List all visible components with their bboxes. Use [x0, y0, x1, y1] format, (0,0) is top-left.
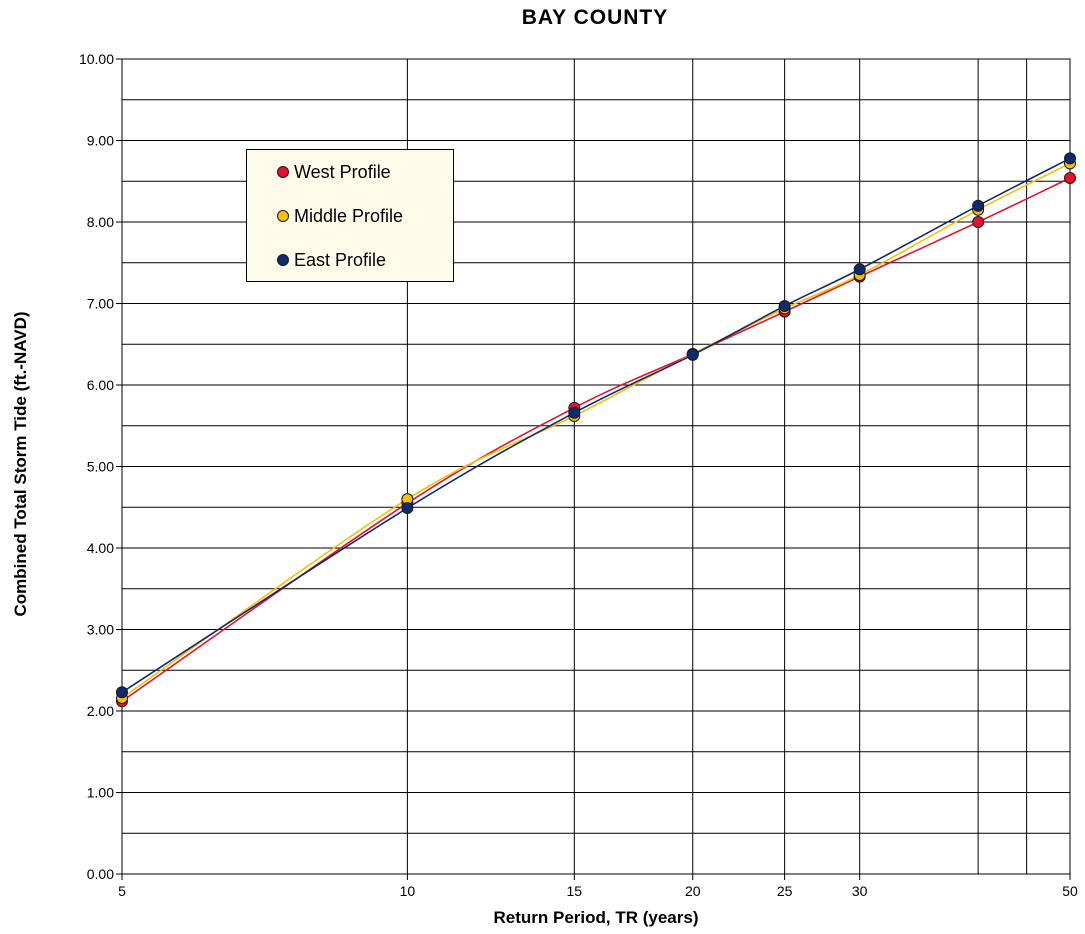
x-tick-label: 15 — [567, 883, 583, 899]
y-tick-label: 4.00 — [87, 540, 114, 556]
y-tick-label: 9.00 — [87, 133, 114, 149]
y-tick-label: 10.00 — [79, 51, 114, 67]
y-tick-label: 8.00 — [87, 214, 114, 230]
legend-label-middle: Middle Profile — [294, 206, 403, 227]
x-tick-label: 30 — [852, 883, 868, 899]
legend-marker-west — [277, 166, 289, 178]
data-point-west — [1065, 172, 1076, 183]
legend-label-west: West Profile — [294, 162, 391, 183]
legend-marker-east — [277, 254, 289, 266]
legend-item-west: West Profile — [277, 161, 391, 183]
legend-item-east: East Profile — [277, 249, 386, 271]
data-point-east — [779, 300, 790, 311]
legend-label-east: East Profile — [294, 250, 386, 271]
x-tick-label: 25 — [777, 883, 793, 899]
y-tick-label: 7.00 — [87, 296, 114, 312]
y-tick-label: 6.00 — [87, 377, 114, 393]
data-point-east — [687, 349, 698, 360]
y-axis-label: Combined Total Storm Tide (ft.-NAVD) — [11, 311, 30, 616]
axis-layer: 0.00 1.00 2.00 3.00 4.00 5.00 6.00 7.00 8.00 9.00… — [79, 51, 1078, 899]
legend-marker-middle — [277, 210, 289, 222]
y-tick-label: 1.00 — [87, 785, 114, 801]
y-tick-label: 2.00 — [87, 703, 114, 719]
data-point-east — [117, 687, 128, 698]
y-tick-label: 5.00 — [87, 459, 114, 475]
data-point-east — [1065, 153, 1076, 164]
legend-item-middle: Middle Profile — [277, 205, 403, 227]
data-point-east — [973, 200, 984, 211]
y-tick-label: 0.00 — [87, 866, 114, 882]
chart-title: BAY COUNTY — [0, 6, 1085, 30]
x-tick-label: 10 — [400, 883, 416, 899]
data-point-east — [402, 503, 413, 514]
x-axis-label: Return Period, TR (years) — [494, 908, 699, 927]
x-tick-label: 5 — [118, 883, 126, 899]
x-tick-label: 20 — [685, 883, 701, 899]
legend: West Profile Middle Profile East Profile — [246, 149, 454, 282]
y-tick-label: 3.00 — [87, 622, 114, 638]
data-point-west — [973, 217, 984, 228]
data-point-east — [569, 407, 580, 418]
data-point-east — [854, 264, 865, 275]
x-tick-label: 50 — [1062, 883, 1078, 899]
